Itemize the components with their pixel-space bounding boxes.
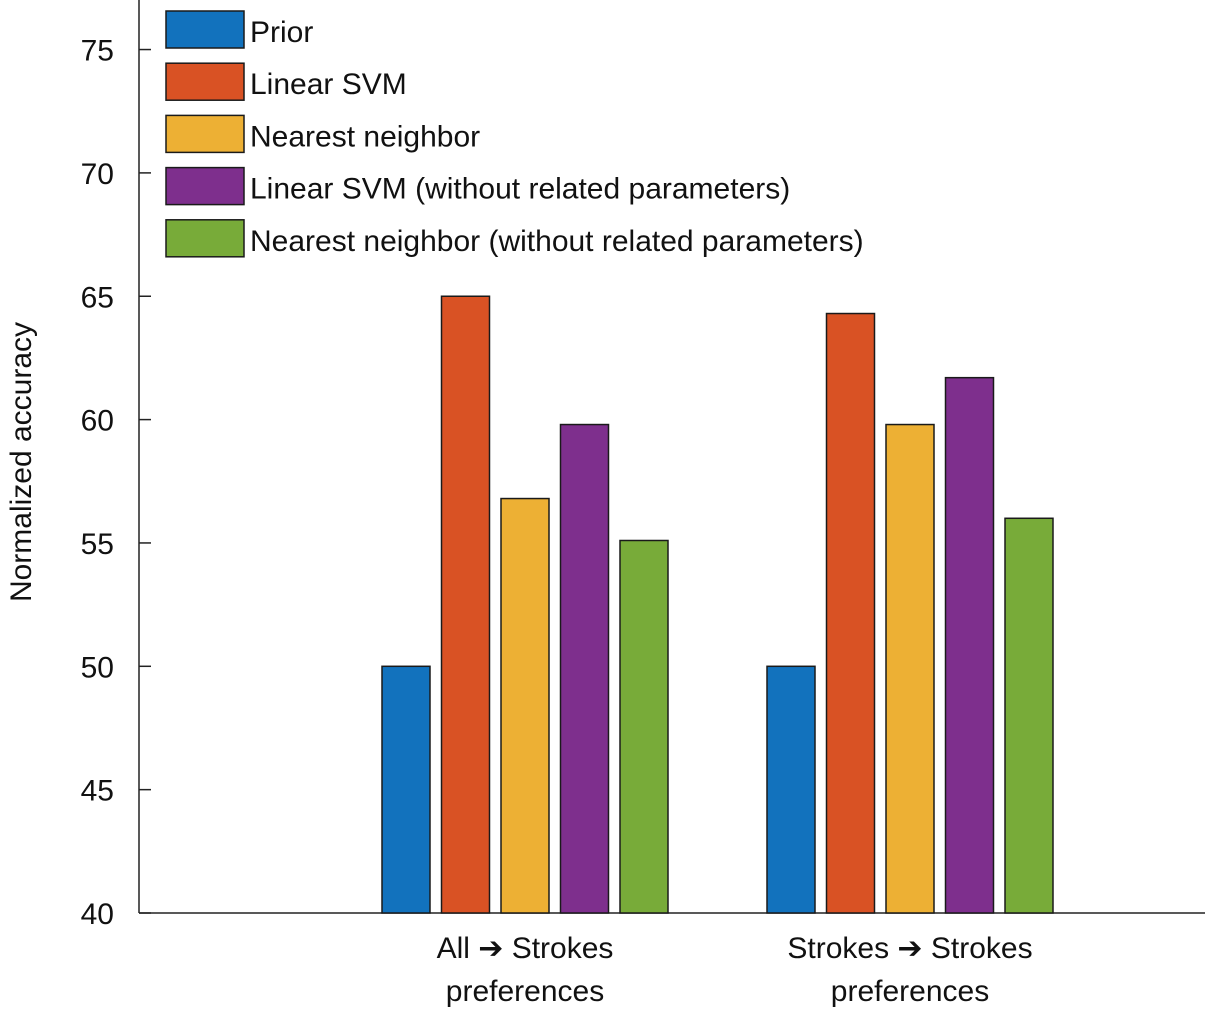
x-tick-label: All ➔ Strokes	[437, 932, 614, 965]
bar-nearest-neighbor-group-1	[500, 497, 550, 914]
y-tick-label: 60	[81, 405, 114, 438]
legend-swatch	[165, 10, 245, 49]
legend-label: Linear SVM	[250, 68, 407, 101]
x-tick-label: preferences	[831, 975, 989, 1008]
y-tick-label: 55	[81, 528, 114, 561]
legend-swatch	[165, 62, 245, 101]
y-tick-label: 40	[81, 898, 114, 931]
bar-nearest-neighbor-without-related-parameters-group-1	[619, 539, 669, 914]
legend-label: Nearest neighbor	[250, 120, 480, 153]
bar-linear-svm-group-1	[440, 295, 491, 914]
legend-swatch	[165, 219, 245, 258]
bars	[381, 295, 1054, 914]
bar-linear-svm-without-related-parameters-group-1	[559, 423, 610, 914]
x-tick-labels: All ➔ Strokes preferences Strokes ➔ Stroke…	[437, 932, 1033, 1008]
x-tick-label: preferences	[446, 975, 604, 1008]
legend-label: Linear SVM (without related parameters)	[250, 173, 790, 206]
y-tick-label: 70	[81, 158, 114, 191]
y-tick-label: 65	[81, 281, 114, 314]
legend-swatch	[165, 114, 245, 154]
y-tick-label: 45	[81, 775, 114, 808]
bar-prior-group-2	[766, 665, 816, 914]
y-tick-label: 75	[81, 35, 114, 68]
bar-linear-svm-group-2	[825, 312, 876, 914]
bar-nearest-neighbor-without-related-parameters-group-2	[1004, 517, 1054, 914]
bar-linear-svm-without-related-parameters-group-2	[944, 376, 995, 914]
legend-swatch	[165, 166, 245, 206]
legend: Prior Linear SVM Nearest neighbor Linear SV…	[165, 10, 864, 258]
legend-label: Prior	[250, 16, 313, 49]
legend-label: Nearest neighbor (without related parame…	[250, 225, 864, 258]
y-axis-label: Normalized accuracy	[5, 322, 38, 602]
x-tick-label: Strokes ➔ Strokes	[787, 932, 1032, 965]
bar-prior-group-1	[381, 665, 431, 914]
bar-nearest-neighbor-group-2	[885, 423, 935, 914]
y-tick-label: 50	[81, 651, 114, 684]
y-ticks: 40 45 50 55 60 65 70 75	[81, 35, 151, 931]
